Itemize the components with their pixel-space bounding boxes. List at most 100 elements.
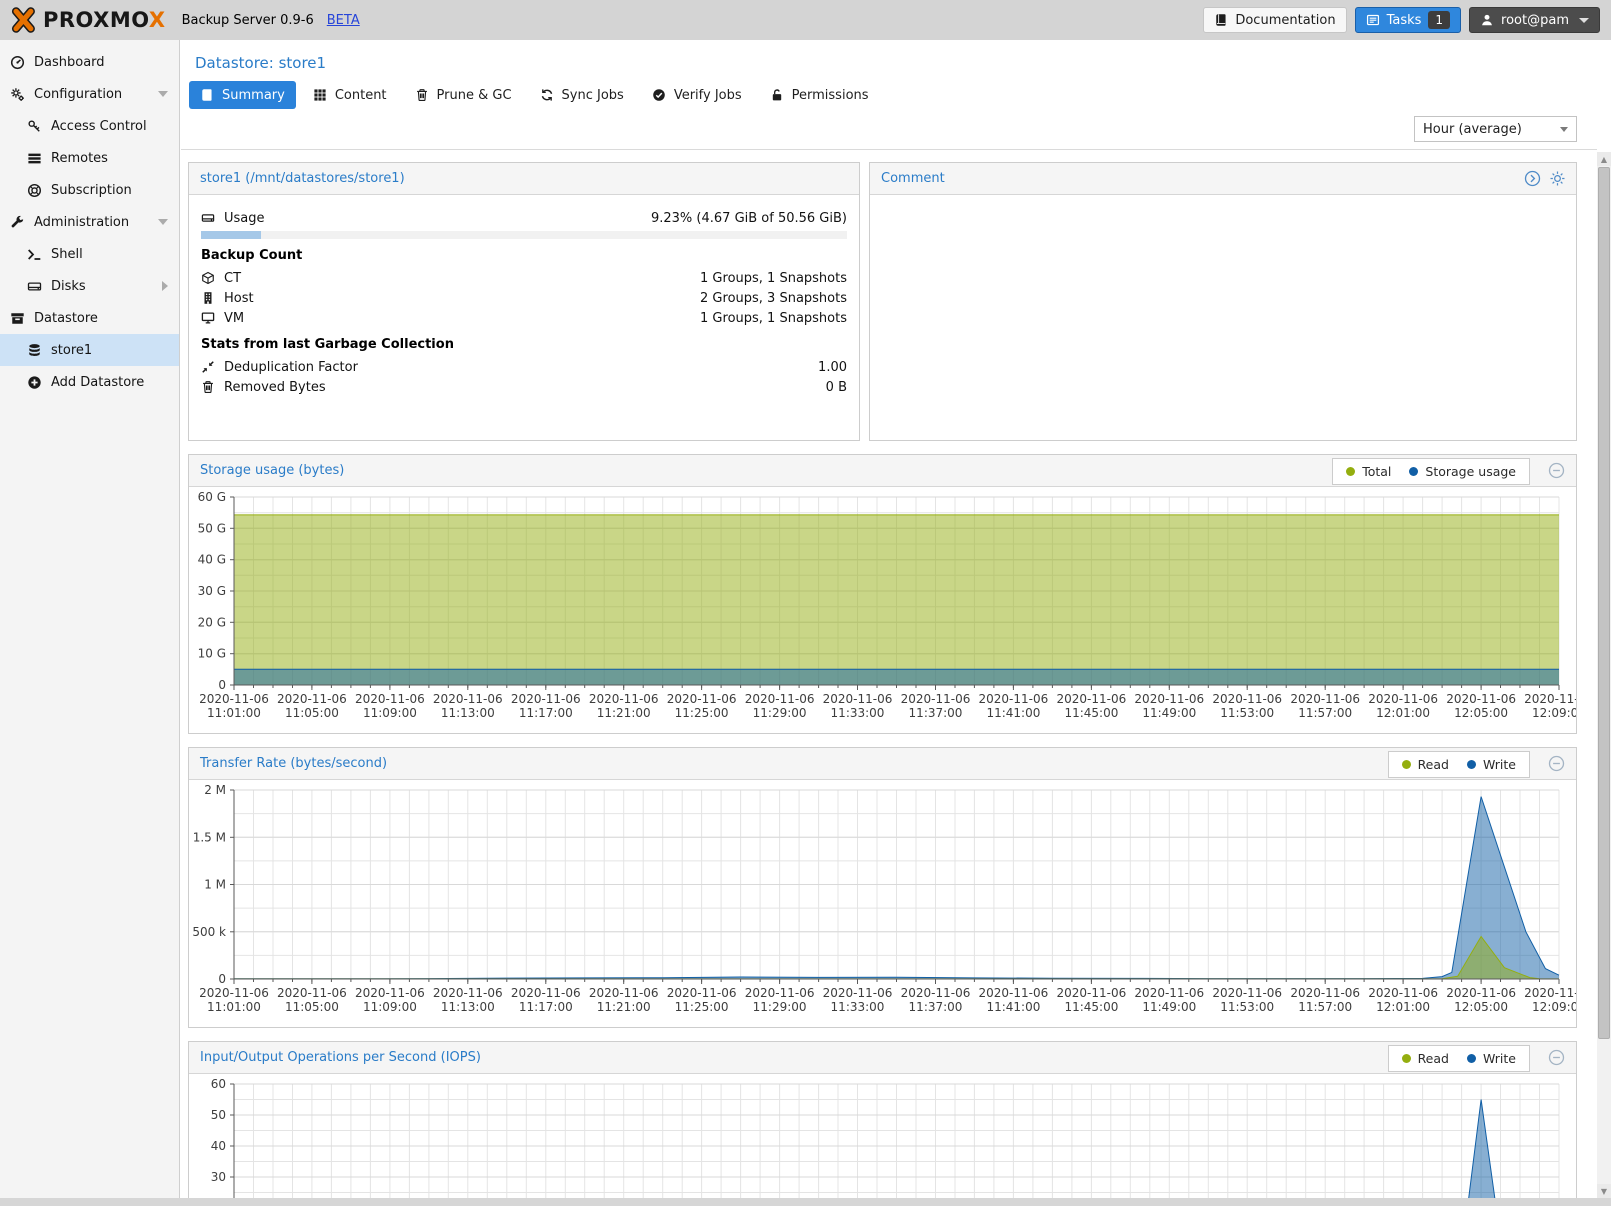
disks-icon (27, 279, 42, 294)
svg-text:2020-11-06: 2020-11-06 (1212, 692, 1282, 706)
svg-text:11:49:00: 11:49:00 (1142, 706, 1196, 720)
chart-legend: Total Storage usage (1332, 458, 1530, 485)
svg-text:12:05:00: 12:05:00 (1454, 706, 1508, 720)
sidebar-item-label: Datastore (34, 310, 98, 326)
building-icon (201, 291, 215, 305)
tab-prune-gc[interactable]: Prune & GC (404, 81, 523, 109)
sidebar-item-administration[interactable]: Administration (0, 206, 179, 238)
sidebar-item-subscription[interactable]: Subscription (0, 174, 179, 206)
legend-label: Write (1482, 757, 1516, 772)
svg-text:2020-11-06: 2020-11-06 (667, 692, 737, 706)
collapse-panel-icon[interactable] (1548, 1049, 1565, 1066)
svg-text:11:49:00: 11:49:00 (1142, 1000, 1196, 1014)
brand-wordmark: PROXMOX (43, 8, 166, 32)
legend-item-storage-usage[interactable]: Storage usage (1409, 464, 1516, 479)
legend-item-write[interactable]: Write (1466, 757, 1516, 772)
time-range-select[interactable]: Hour (average) (1414, 116, 1577, 142)
chart-legend: Read Write (1387, 751, 1530, 778)
legend-item-read[interactable]: Read (1401, 1051, 1449, 1066)
svg-text:2020-11-06: 2020-11-06 (1446, 986, 1516, 1000)
chevron-right-circle-icon[interactable] (1524, 170, 1541, 187)
expand-arrow[interactable] (162, 281, 168, 291)
gear-icon[interactable] (1549, 170, 1566, 187)
scrollbar-thumb[interactable] (1598, 167, 1610, 1039)
sidebar-item-store1[interactable]: store1 (0, 334, 179, 366)
proxmox-logo: PROXMOX Backup Server 0.9-6 BETA (0, 7, 360, 33)
tasks-icon (1366, 13, 1380, 27)
svg-text:2020-11-06: 2020-11-06 (589, 692, 659, 706)
cube-icon (201, 271, 215, 285)
documentation-button[interactable]: Documentation (1203, 7, 1347, 33)
compress-icon (201, 360, 215, 374)
svg-text:2020-11-06: 2020-11-06 (199, 692, 269, 706)
tab-content[interactable]: Content (302, 81, 398, 109)
vertical-scrollbar[interactable]: ▲ ▼ (1597, 152, 1611, 1198)
svg-text:2020-11-06: 2020-11-06 (1368, 692, 1438, 706)
iops-header: Input/Output Operations per Second (IOPS… (189, 1042, 1576, 1074)
tasks-count-badge: 1 (1428, 11, 1451, 29)
tab-permissions[interactable]: Permissions (759, 81, 880, 109)
svg-text:2020-11-06: 2020-11-06 (433, 692, 503, 706)
storage-usage-header: Storage usage (bytes) Total Storage usag… (189, 455, 1576, 487)
sidebar-item-shell[interactable]: Shell (0, 238, 179, 270)
user-menu-button[interactable]: root@pam (1469, 7, 1600, 33)
tab-summary[interactable]: Summary (189, 81, 296, 109)
sidebar-item-datastore[interactable]: Datastore (0, 302, 179, 334)
svg-text:2020-11-06: 2020-11-06 (1524, 986, 1576, 1000)
sidebar-item-dashboard[interactable]: Dashboard (0, 46, 179, 78)
beta-link[interactable]: BETA (326, 12, 360, 28)
tab-verify-jobs[interactable]: Verify Jobs (641, 81, 753, 109)
transfer-rate-header: Transfer Rate (bytes/second) Read Write (189, 748, 1576, 780)
usage-label: Usage (224, 210, 265, 226)
svg-text:2020-11-06: 2020-11-06 (277, 692, 347, 706)
tab-sync-jobs[interactable]: Sync Jobs (529, 81, 635, 109)
legend-label: Total (1362, 464, 1392, 479)
svg-text:2020-11-06: 2020-11-06 (355, 692, 425, 706)
sidebar-item-label: Shell (51, 246, 83, 262)
legend-item-read[interactable]: Read (1401, 757, 1449, 772)
chart-legend: Read Write (1387, 1045, 1530, 1072)
expand-arrow[interactable] (158, 91, 168, 97)
scroll-down-button[interactable]: ▼ (1597, 1184, 1611, 1198)
comment-panel-header: Comment (870, 163, 1576, 195)
svg-text:2020-11-06: 2020-11-06 (1134, 986, 1204, 1000)
database-icon (27, 343, 42, 358)
legend-label: Storage usage (1425, 464, 1516, 479)
expand-arrow[interactable] (158, 219, 168, 225)
user-icon (1480, 13, 1494, 27)
chevron-down-icon (1579, 17, 1589, 23)
legend-item-write[interactable]: Write (1466, 1051, 1516, 1066)
sidebar-item-disks[interactable]: Disks (0, 270, 179, 302)
svg-text:2020-11-06: 2020-11-06 (355, 986, 425, 1000)
svg-text:2020-11-06: 2020-11-06 (277, 986, 347, 1000)
svg-text:2020-11-06: 2020-11-06 (433, 986, 503, 1000)
datastore-info-title: store1 (/mnt/datastores/store1) (200, 171, 405, 186)
collapse-panel-icon[interactable] (1548, 462, 1565, 479)
sidebar-item-add-datastore[interactable]: Add Datastore (0, 366, 179, 398)
trash-icon (201, 380, 215, 394)
legend-dot (1409, 467, 1419, 476)
svg-text:0: 0 (218, 972, 226, 986)
backup-type-value: 1 Groups, 1 Snapshots (700, 270, 847, 286)
backup-type-value: 1 Groups, 1 Snapshots (700, 310, 847, 326)
legend-item-total[interactable]: Total (1346, 464, 1391, 479)
svg-text:11:41:00: 11:41:00 (986, 706, 1040, 720)
product-version: Backup Server 0.9-6 (181, 12, 314, 28)
svg-text:30 G: 30 G (198, 584, 226, 598)
comment-body[interactable] (870, 195, 1576, 440)
tab-bar: Summary Content Prune & GC Sync Jobs Ver… (181, 72, 1597, 109)
svg-text:50: 50 (211, 1108, 226, 1122)
sidebar-item-remotes[interactable]: Remotes (0, 142, 179, 174)
scroll-up-button[interactable]: ▲ (1597, 152, 1611, 166)
sidebar-item-configuration[interactable]: Configuration (0, 78, 179, 110)
svg-text:11:09:00: 11:09:00 (363, 1000, 417, 1014)
sidebar-item-access-control[interactable]: Access Control (0, 110, 179, 142)
svg-text:11:29:00: 11:29:00 (753, 706, 807, 720)
collapse-panel-icon[interactable] (1548, 755, 1565, 772)
sidebar-item-label: Remotes (51, 150, 108, 166)
legend-dot (1346, 467, 1356, 476)
tasks-button[interactable]: Tasks 1 (1354, 7, 1462, 33)
backup-count-row-vm: VM 1 Groups, 1 Snapshots (201, 308, 847, 328)
backup-type-label: Host (224, 290, 254, 306)
book-icon (1214, 13, 1228, 27)
